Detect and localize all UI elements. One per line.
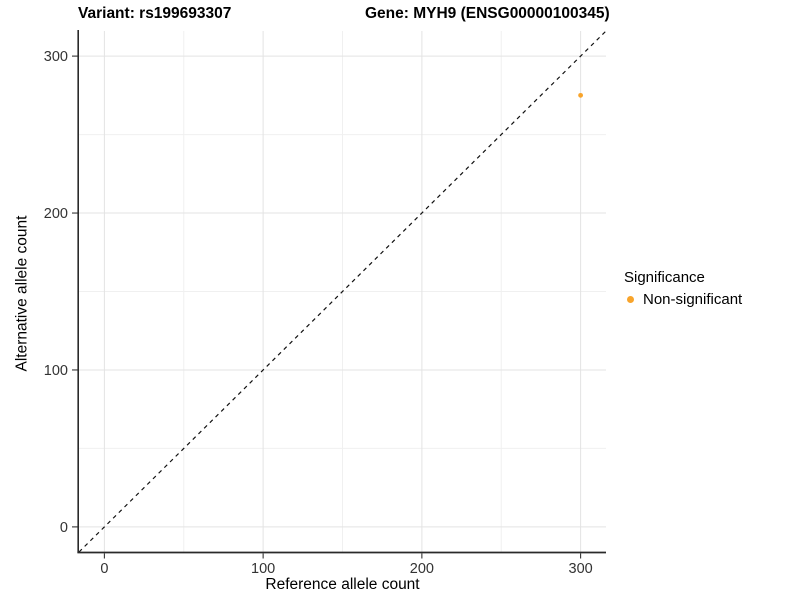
legend-item-non-significant: Non-significant <box>624 291 742 308</box>
grid-minor <box>79 31 606 552</box>
x-tick-label: 300 <box>569 561 593 577</box>
identity-line <box>78 30 607 553</box>
x-tick-label: 200 <box>410 561 434 577</box>
grid-major <box>79 31 606 552</box>
y-tick-label: 0 <box>60 520 68 536</box>
legend-title: Significance <box>624 269 705 286</box>
legend-item-label: Non-significant <box>643 291 743 308</box>
y-tick-labels: 0 100 200 300 <box>44 49 68 536</box>
y-tick-label: 300 <box>44 49 68 65</box>
legend: Significance Non-significant <box>624 269 742 308</box>
x-tick-labels: 0 100 200 300 <box>100 561 592 577</box>
x-axis-title: Reference allele count <box>265 576 420 593</box>
x-tick-label: 0 <box>100 561 108 577</box>
variant-title: Variant: rs199693307 <box>78 5 232 22</box>
gene-title: Gene: MYH9 (ENSG00000100345) <box>365 5 610 22</box>
y-tick-label: 200 <box>44 206 68 222</box>
legend-dot-icon <box>627 296 634 303</box>
legend-key <box>624 293 638 307</box>
data-point <box>578 92 584 98</box>
y-axis-title: Alternative allele count <box>13 215 31 372</box>
tick-marks <box>72 55 582 559</box>
x-tick-label: 100 <box>251 561 275 577</box>
y-tick-label: 100 <box>44 363 68 379</box>
